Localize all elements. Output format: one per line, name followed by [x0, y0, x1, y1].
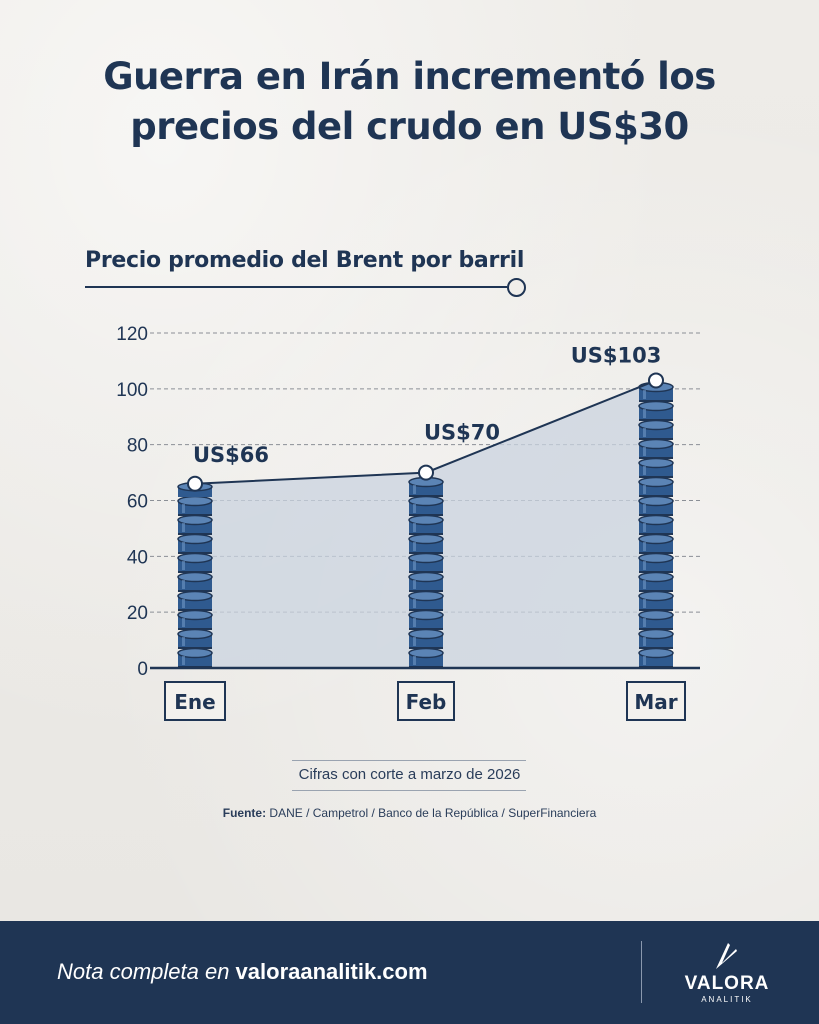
barrel-stack: [408, 476, 444, 668]
valora-logo[interactable]: VALORA ANALITIK: [672, 939, 782, 1009]
valora-logo-icon: [716, 943, 737, 969]
barrel-highlight: [413, 599, 416, 608]
y-tick-label: 120: [116, 324, 148, 345]
barrel-highlight: [182, 637, 185, 646]
page-title: Guerra en Irán incrementó los precios de…: [0, 52, 819, 152]
data-label: US$66: [193, 443, 269, 467]
brent-price-chart: 0 20 40 60 80 100 120 US$66 US$70 US$103 Ene Feb Mar: [116, 324, 700, 721]
barrel-highlight: [182, 656, 185, 665]
barrel-highlight: [643, 637, 646, 646]
barrel-highlight: [413, 618, 416, 627]
barrel-highlight: [643, 580, 646, 589]
barrel-highlight: [413, 542, 416, 551]
barrel-highlight: [643, 542, 646, 551]
logo-sub: ANALITIK: [701, 995, 753, 1004]
barrel-highlight: [643, 428, 646, 437]
y-tick-label: 20: [127, 603, 148, 624]
subtitle-end-dot: [507, 278, 526, 297]
barrel-highlight: [413, 561, 416, 570]
barrel-highlight: [182, 523, 185, 532]
barrel-highlight: [413, 656, 416, 665]
barrel-highlight: [643, 466, 646, 475]
category-label: Feb: [406, 690, 447, 714]
y-tick-label: 40: [127, 547, 148, 568]
barrel-highlight: [643, 409, 646, 418]
y-tick-label: 0: [137, 659, 148, 680]
barrel-highlight: [643, 447, 646, 456]
barrel-highlight: [182, 542, 185, 551]
barrel-highlight: [182, 580, 185, 589]
barrel-highlight: [182, 504, 185, 513]
category-label: Mar: [634, 690, 677, 714]
barrel-highlight: [413, 523, 416, 532]
data-point: [418, 464, 434, 481]
category-box: [397, 681, 455, 721]
barrel-highlight: [643, 618, 646, 627]
y-tick-label: 80: [127, 436, 148, 457]
chart-subtitle: Precio promedio del Brent por barril: [85, 248, 525, 273]
data-cutoff-note: Cifras con corte a marzo de 2026: [298, 766, 521, 783]
barrel-highlight: [643, 523, 646, 532]
source-text: DANE / Campetrol / Banco de la República…: [266, 806, 597, 820]
barrel-highlight: [643, 485, 646, 494]
note-line-bottom: [292, 790, 526, 791]
barrel-highlight: [643, 390, 646, 399]
barrel-highlight: [413, 504, 416, 513]
title-line-1: Guerra en Irán incrementó los: [103, 55, 716, 98]
data-label: US$70: [424, 421, 500, 445]
subtitle-underline: [85, 286, 507, 288]
barrel-highlight: [182, 599, 185, 608]
title-line-2: precios del crudo en US$30: [130, 105, 689, 148]
footer-prefix: Nota completa en: [57, 959, 236, 984]
barrel-highlight: [643, 599, 646, 608]
category-box: [626, 681, 686, 721]
barrel-body-partial: [178, 486, 212, 497]
barrel-highlight: [413, 580, 416, 589]
barrel-highlight: [182, 618, 185, 627]
barrel-stack: [638, 381, 674, 668]
barrel-stack: [177, 482, 213, 668]
barrel-highlight: [643, 504, 646, 513]
paper-background: [0, 0, 819, 921]
footer-site-link[interactable]: valoraanalitik.com: [235, 959, 428, 984]
barrel-highlight: [413, 637, 416, 646]
footer-divider: [641, 941, 642, 1003]
y-tick-label: 100: [116, 380, 148, 401]
source-label: Fuente:: [222, 806, 267, 820]
logo-name: VALORA: [684, 973, 770, 994]
data-point: [648, 372, 664, 389]
footer-link-text[interactable]: Nota completa en valoraanalitik.com: [57, 959, 428, 985]
barrel-highlight: [413, 485, 416, 494]
note-line-top: [292, 760, 526, 761]
barrel-highlight: [643, 561, 646, 570]
data-label: US$103: [571, 343, 662, 367]
category-box: [164, 681, 226, 721]
source-credit: Fuente: DANE / Campetrol / Banco de la R…: [0, 806, 819, 820]
category-label: Ene: [174, 690, 215, 714]
y-tick-label: 60: [127, 492, 148, 513]
footer-bar: Nota completa en valoraanalitik.com VALO…: [0, 921, 819, 1024]
barrel-highlight: [643, 656, 646, 665]
data-point: [187, 475, 203, 492]
barrel-highlight: [182, 561, 185, 570]
